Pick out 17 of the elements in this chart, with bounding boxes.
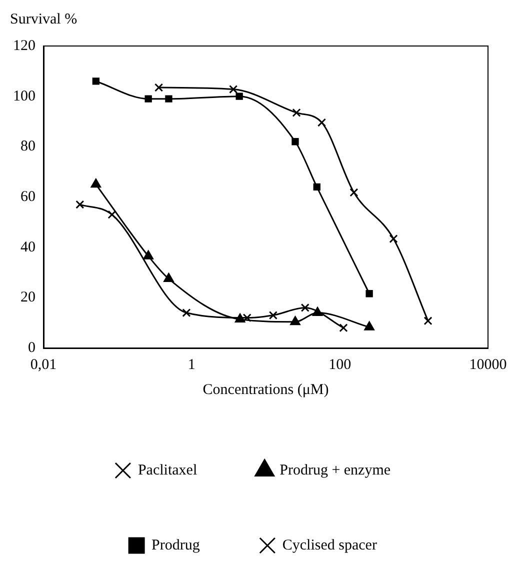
legend-label: Cyclised spacer: [282, 537, 377, 554]
x-axis-title: Concentrations (μM): [202, 382, 329, 398]
y-tick-label: 0: [28, 340, 36, 356]
y-tick-label: 60: [20, 188, 36, 205]
y-axis-title: Survival %: [10, 11, 78, 28]
y-tick-label: 120: [13, 38, 36, 54]
y-tick-label: 100: [13, 88, 36, 104]
y-tick-label: 80: [20, 138, 36, 155]
legend-label: Prodrug: [152, 537, 200, 554]
y-tick-label: 20: [20, 290, 36, 306]
y-tick-label: 40: [20, 239, 36, 256]
x-tick-label: 1: [188, 356, 196, 373]
legend-label: Paclitaxel: [138, 462, 198, 478]
x-tick-label: 100: [328, 356, 352, 373]
legend-label: Prodrug + enzyme: [280, 462, 391, 478]
x-tick-label: 10000: [469, 356, 507, 373]
x-tick-label: 0,01: [30, 356, 57, 373]
